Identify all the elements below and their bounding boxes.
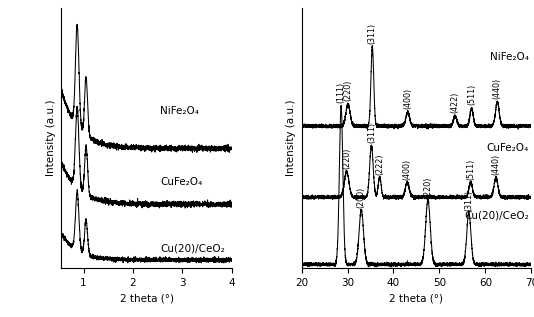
Text: (111): (111) (336, 82, 345, 103)
Text: NiFe₂O₄: NiFe₂O₄ (160, 107, 199, 116)
Text: (220): (220) (342, 148, 351, 169)
Text: (400): (400) (403, 87, 412, 109)
Text: (511): (511) (467, 84, 476, 105)
Text: (220): (220) (343, 80, 352, 101)
Text: (222): (222) (375, 153, 384, 175)
Y-axis label: Intensity (a.u.): Intensity (a.u.) (46, 100, 56, 176)
Text: (440): (440) (493, 78, 502, 99)
Text: (511): (511) (466, 158, 475, 180)
Text: (220): (220) (423, 176, 433, 198)
X-axis label: 2 theta (°): 2 theta (°) (120, 293, 174, 303)
Text: CuFe₂O₄: CuFe₂O₄ (487, 143, 529, 153)
Text: (440): (440) (491, 154, 500, 175)
Text: (311): (311) (367, 122, 376, 143)
Y-axis label: Intensity (a.u.): Intensity (a.u.) (286, 100, 296, 176)
X-axis label: 2 theta (°): 2 theta (°) (389, 293, 443, 303)
Text: (400): (400) (403, 159, 412, 180)
Text: (311): (311) (368, 23, 377, 43)
Text: CuFe₂O₄: CuFe₂O₄ (160, 177, 202, 187)
Text: Cu(20)/CeO₂: Cu(20)/CeO₂ (464, 210, 529, 221)
Text: NiFe₂O₄: NiFe₂O₄ (490, 52, 529, 62)
Text: (200): (200) (357, 186, 366, 208)
Text: (422): (422) (451, 91, 460, 113)
Text: (311): (311) (465, 190, 473, 210)
Text: Cu(20)/CeO₂: Cu(20)/CeO₂ (160, 244, 225, 254)
